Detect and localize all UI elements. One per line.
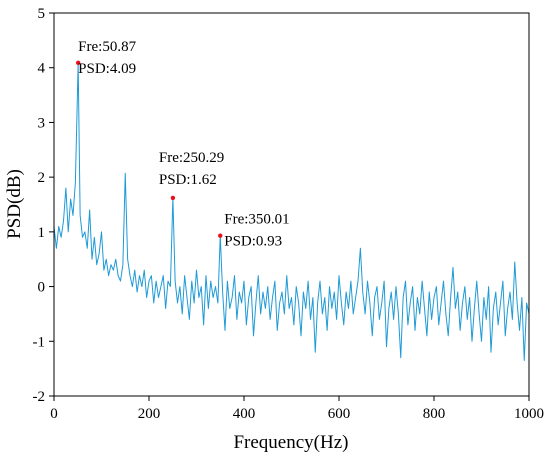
- x-tick-label: 1000: [514, 406, 544, 422]
- y-tick-label: 0: [38, 280, 46, 296]
- x-tick-label: 800: [423, 406, 446, 422]
- y-tick-label: 5: [38, 6, 46, 22]
- x-tick-label: 600: [328, 406, 351, 422]
- annotation-psd: PSD:0.93: [224, 234, 282, 250]
- annotation-fre: Fre:250.29: [159, 150, 224, 166]
- annotation-fre: Fre:350.01: [224, 212, 289, 228]
- psd-line: [53, 62, 530, 361]
- y-tick-label: 4: [38, 61, 46, 77]
- annotation-psd: PSD:1.62: [159, 172, 217, 188]
- peak-marker: [75, 60, 81, 65]
- y-tick-label: -1: [33, 334, 46, 350]
- peak-marker: [170, 195, 176, 201]
- x-axis-label: Frequency(Hz): [233, 432, 348, 453]
- y-axis-label: PSD(dB): [4, 169, 25, 239]
- y-tick-label: 2: [38, 170, 46, 186]
- annotation-psd: PSD:4.09: [78, 61, 136, 77]
- y-tick-label: 3: [38, 115, 46, 131]
- peak-marker: [218, 233, 223, 238]
- x-tick-label: 400: [233, 406, 256, 422]
- x-tick-label: 0: [50, 406, 58, 422]
- annotation-fre: Fre:50.87: [78, 39, 136, 55]
- plot-frame: [53, 12, 530, 397]
- y-tick-label: 1: [38, 225, 46, 241]
- x-tick-label: 200: [138, 406, 161, 422]
- y-tick-label: -2: [33, 389, 46, 405]
